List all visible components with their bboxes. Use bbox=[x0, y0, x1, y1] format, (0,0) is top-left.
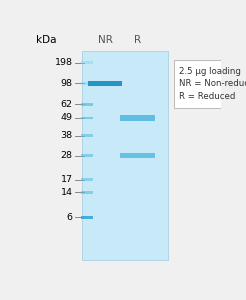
Bar bbox=[82, 51, 168, 260]
Text: 49: 49 bbox=[61, 113, 73, 122]
FancyBboxPatch shape bbox=[174, 60, 227, 108]
Bar bbox=[88, 80, 122, 86]
Bar bbox=[81, 154, 93, 157]
Bar bbox=[81, 216, 93, 219]
Text: 198: 198 bbox=[55, 58, 73, 67]
Text: 28: 28 bbox=[61, 151, 73, 160]
Text: kDa: kDa bbox=[36, 35, 57, 45]
Text: R: R bbox=[134, 35, 141, 45]
Text: 14: 14 bbox=[61, 188, 73, 196]
Text: 6: 6 bbox=[67, 213, 73, 222]
Bar bbox=[81, 178, 93, 181]
Text: 62: 62 bbox=[61, 100, 73, 109]
Text: NR = Non-reduced: NR = Non-reduced bbox=[179, 80, 246, 88]
Bar bbox=[81, 134, 93, 137]
Bar bbox=[81, 82, 93, 85]
Bar bbox=[81, 103, 93, 106]
Text: 38: 38 bbox=[61, 131, 73, 140]
Bar bbox=[81, 116, 93, 119]
Text: R = Reduced: R = Reduced bbox=[179, 92, 235, 101]
Bar bbox=[120, 154, 155, 158]
Bar bbox=[81, 61, 93, 64]
Text: 98: 98 bbox=[61, 79, 73, 88]
Text: 17: 17 bbox=[61, 175, 73, 184]
Text: 2.5 μg loading: 2.5 μg loading bbox=[179, 67, 241, 76]
Text: NR: NR bbox=[98, 35, 112, 45]
Bar bbox=[81, 191, 93, 194]
Bar bbox=[120, 115, 155, 121]
